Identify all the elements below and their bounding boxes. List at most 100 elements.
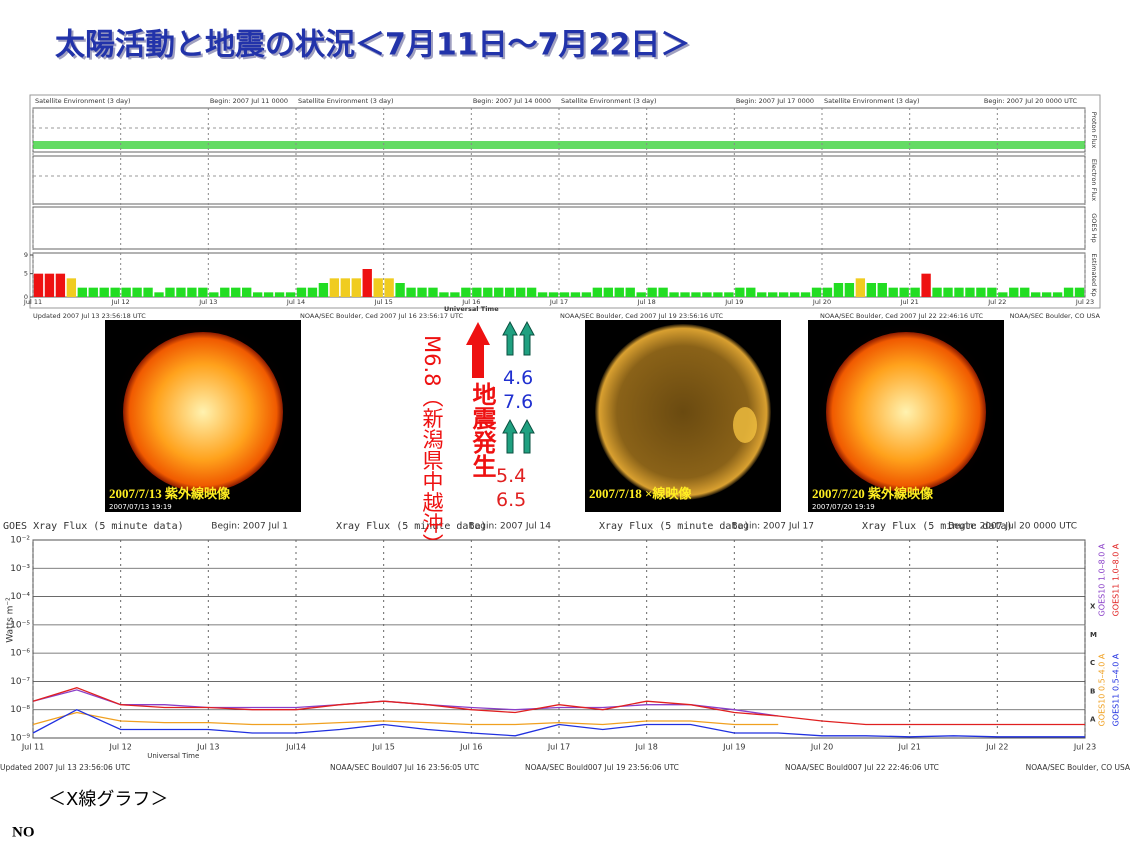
- x-tick-label: Jul 15: [371, 743, 394, 752]
- xray-begin: Begin: 2007 Jul 1: [211, 522, 288, 532]
- panel-footer: Updated 2007 Jul 13 23:56:18 UTC: [33, 312, 146, 320]
- kp-bar: [943, 287, 953, 297]
- xray-begin: Begin: 2007 Jul 17: [732, 522, 814, 532]
- image-caption: 2007/7/18 ×線映像: [589, 486, 692, 501]
- panel-header: Satellite Environment (3 day): [561, 97, 657, 105]
- panel-footer: NOAA/SEC Boulder, Ced 2007 Jul 19 23:56:…: [560, 312, 723, 320]
- kp-bar: [132, 287, 142, 297]
- magnitudes-top: 4.6 7.6: [503, 366, 533, 414]
- kp-bar: [965, 287, 975, 297]
- panel-header: Satellite Environment (3 day): [824, 97, 920, 105]
- x-tick-label: Jul14: [285, 743, 306, 752]
- magnitude: 7.6: [503, 391, 534, 413]
- kp-bar: [505, 287, 515, 297]
- kp-bar: [921, 273, 931, 297]
- kp-bar: [154, 292, 164, 297]
- x-tick-label: Jul 13: [196, 743, 219, 752]
- kp-bar: [231, 287, 241, 297]
- kp-bar: [483, 287, 493, 297]
- kp-bar: [1031, 292, 1041, 297]
- kp-bar: [428, 287, 438, 297]
- kp-bar: [669, 292, 679, 297]
- kp-bar: [242, 287, 252, 297]
- xray-begin: Begin: 2007 Jul 20 0000 UTC: [948, 522, 1077, 532]
- panel-label: Proton Flux: [1090, 112, 1098, 149]
- x-tick-label: Jul 19: [722, 743, 745, 752]
- panel-begin: Begin: 2007 Jul 17 0000: [736, 97, 814, 105]
- kp-bar: [1041, 292, 1052, 297]
- xray-begin: Begin: 2007 Jul 14: [469, 522, 552, 532]
- kp-bar: [757, 292, 767, 297]
- x-tick-label: Jul 20: [810, 743, 833, 752]
- xray-footer: NOAA/SEC Bould07 Jul 16 23:56:05 UTC: [330, 763, 479, 772]
- x-tick-label: Jul 15: [374, 298, 393, 306]
- xray-header: Xray Flux (5 minute data): [336, 521, 487, 532]
- kp-bar: [932, 287, 942, 297]
- kp-bar: [614, 287, 624, 297]
- y-tick-label: 10⁻⁴: [10, 592, 30, 602]
- image-stamp: 2007/07/13 19:19: [109, 503, 172, 511]
- kp-bar: [439, 292, 449, 297]
- kp-bar: [187, 287, 197, 297]
- kp-bar: [384, 278, 394, 297]
- x-tick-label: Jul 23: [1073, 743, 1096, 752]
- legend-entry: GOES11 1.0–8.0 A: [1112, 543, 1121, 616]
- panel-begin: Begin: 2007 Jul 14 0000: [473, 97, 551, 105]
- kp-bar: [976, 287, 986, 297]
- legend-entry: GOES10 0.5–4.0 A: [1098, 653, 1107, 726]
- kp-bar: [713, 292, 723, 297]
- x-tick-label: Jul 20: [812, 298, 831, 306]
- kp-bar: [99, 287, 109, 297]
- green-arrows: [502, 320, 535, 454]
- flare-class: M: [1090, 631, 1097, 639]
- x-axis-label: Universal Time: [444, 305, 499, 313]
- title-shadow: 太陽活動と地震の状況＜7月11日～7月22日＞: [57, 30, 692, 65]
- kp-bar: [340, 278, 350, 297]
- sun-uv: [826, 332, 986, 492]
- y-tick-label: 10⁻²: [10, 536, 30, 546]
- kp-bar: [735, 287, 745, 297]
- xray-footer: NOAA/SEC Boulder, CO USA: [1026, 763, 1131, 772]
- y-tick-label: 10⁻³: [10, 564, 30, 574]
- panel-footer: NOAA/SEC Boulder, Ced 2007 Jul 16 23:56:…: [300, 312, 463, 320]
- kp-bar: [252, 292, 263, 297]
- y-axis-label: Watts m⁻²: [6, 597, 16, 643]
- kp-bar: [362, 269, 372, 297]
- kp-bar: [998, 292, 1008, 297]
- panel-footer: NOAA/SEC Boulder, Ced 2007 Jul 22 22:46:…: [820, 312, 983, 320]
- sun-uv: [123, 332, 283, 492]
- x-tick-label: Jul 18: [634, 743, 657, 752]
- kp-bar: [691, 292, 701, 297]
- kp-bar: [570, 292, 581, 297]
- panel-label: Estimated Kp: [1090, 253, 1098, 296]
- y-tick-label: 10⁻⁵: [10, 620, 30, 630]
- kp-bar: [855, 278, 866, 297]
- kp-bar: [395, 283, 405, 297]
- flux-line: [32, 687, 1085, 726]
- kp-bar: [647, 287, 657, 297]
- kp-bar: [877, 283, 887, 297]
- image-caption: 2007/7/20 紫外線映像: [812, 486, 934, 501]
- legend-entry: GOES11 0.5–4.0 A: [1112, 653, 1121, 726]
- kp-bar: [658, 287, 668, 297]
- kp-bar: [198, 287, 208, 297]
- kp-bar: [954, 287, 964, 297]
- y-tick-label: 9: [24, 251, 28, 259]
- kp-bar: [833, 283, 844, 297]
- kp-bar: [537, 292, 548, 297]
- kp-bar: [274, 292, 285, 297]
- y-tick-label: 5: [24, 270, 28, 278]
- kp-bar: [515, 287, 526, 297]
- x-tick-label: Jul 19: [724, 298, 743, 306]
- kp-bar: [987, 287, 997, 297]
- x-tick-label: Jul 17: [547, 743, 570, 752]
- kp-bar: [406, 287, 416, 297]
- y-tick-label: 10⁻⁶: [10, 649, 30, 659]
- xray-panel: [30, 515, 1130, 777]
- flare-class: A: [1090, 716, 1096, 724]
- kp-bar: [450, 292, 460, 297]
- x-axis-label: Universal Time: [147, 752, 199, 760]
- flare-class: C: [1090, 659, 1095, 667]
